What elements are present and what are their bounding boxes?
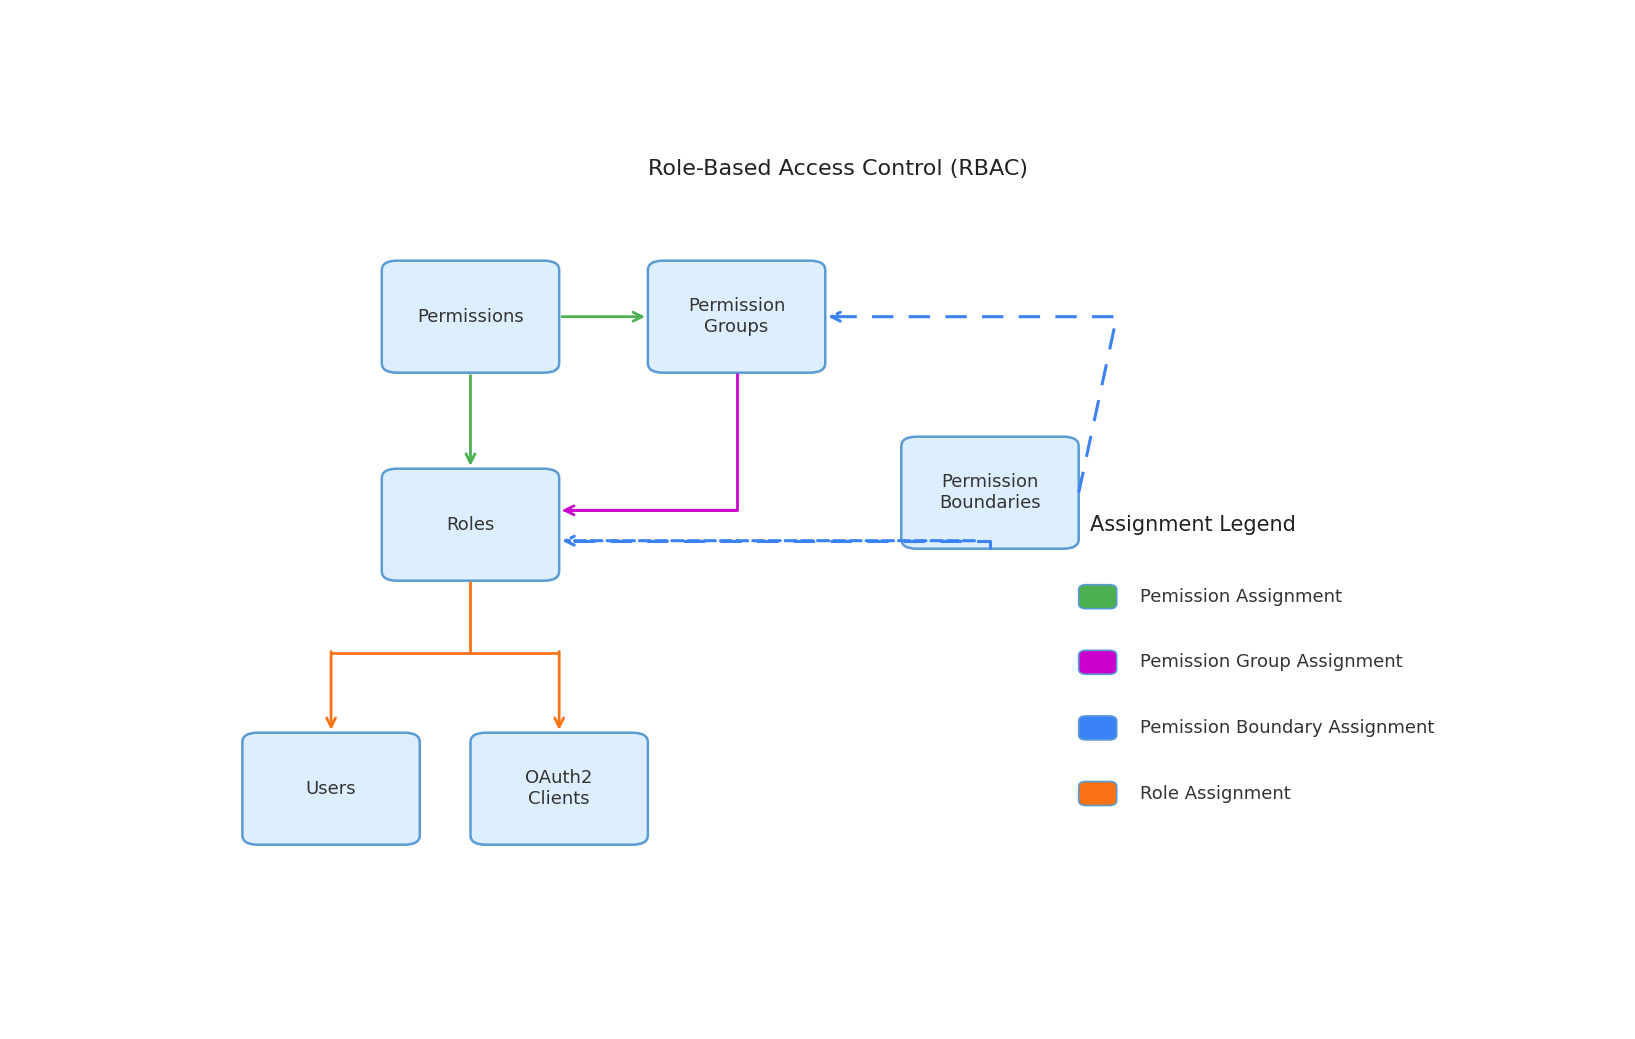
Text: Pemission Group Assignment: Pemission Group Assignment <box>1140 654 1403 671</box>
Text: OAuth2
Clients: OAuth2 Clients <box>525 769 594 808</box>
FancyBboxPatch shape <box>383 469 559 581</box>
FancyBboxPatch shape <box>471 732 647 845</box>
Text: Pemission Assignment: Pemission Assignment <box>1140 588 1341 606</box>
FancyBboxPatch shape <box>1079 585 1117 609</box>
Text: Roles: Roles <box>446 515 495 534</box>
FancyBboxPatch shape <box>1079 716 1117 740</box>
FancyBboxPatch shape <box>1079 781 1117 805</box>
FancyBboxPatch shape <box>901 436 1079 549</box>
FancyBboxPatch shape <box>383 261 559 373</box>
FancyBboxPatch shape <box>242 732 420 845</box>
Text: Users: Users <box>306 779 356 798</box>
Text: Role-Based Access Control (RBAC): Role-Based Access Control (RBAC) <box>647 159 1028 179</box>
FancyBboxPatch shape <box>1079 650 1117 674</box>
Text: Assignment Legend: Assignment Legend <box>1091 514 1295 535</box>
FancyBboxPatch shape <box>647 261 826 373</box>
Text: Role Assignment: Role Assignment <box>1140 784 1290 802</box>
Text: Permission
Boundaries: Permission Boundaries <box>938 474 1041 512</box>
Text: Permission
Groups: Permission Groups <box>688 297 785 336</box>
Text: Permissions: Permissions <box>417 308 523 325</box>
Text: Pemission Boundary Assignment: Pemission Boundary Assignment <box>1140 719 1434 737</box>
